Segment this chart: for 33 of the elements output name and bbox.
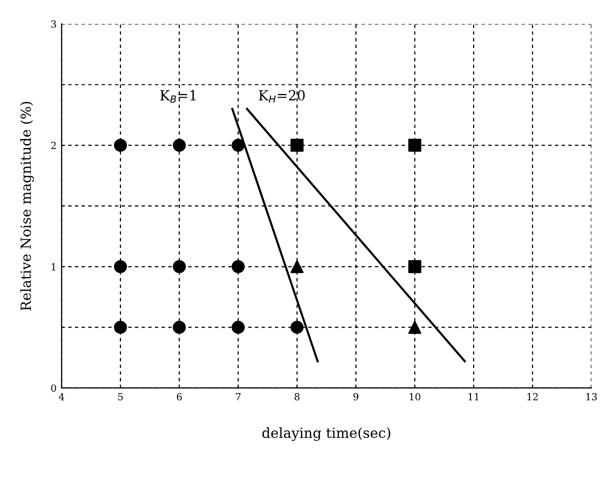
- x-axis-title: delaying time(sec): [262, 427, 390, 441]
- x-tick-label: 6: [176, 393, 182, 400]
- x-tick-label: 8: [294, 393, 300, 400]
- point: [408, 320, 422, 334]
- point: [232, 260, 245, 274]
- x-tick-label: 12: [528, 393, 538, 400]
- y-axis-title: Relative Noise magnitude (%): [20, 102, 34, 310]
- point: [290, 138, 304, 152]
- annotation: K$_{B}$=1: [160, 90, 196, 103]
- y-tick-label: 2: [51, 142, 56, 149]
- point: [114, 320, 127, 334]
- x-tick-label: 13: [586, 393, 597, 400]
- x-tick-label: 11: [468, 393, 478, 400]
- x-tick-label: 9: [353, 393, 358, 400]
- x-tick-label: 4: [58, 393, 64, 400]
- annotation: K$_{H}$=20: [258, 90, 305, 103]
- point: [172, 260, 186, 274]
- point: [232, 320, 245, 334]
- y-tick-label: 1: [52, 263, 56, 270]
- point: [172, 138, 186, 152]
- point: [172, 320, 186, 334]
- point: [290, 260, 304, 274]
- point: [232, 138, 245, 152]
- y-tick-label: 3: [51, 20, 56, 28]
- point: [114, 260, 127, 274]
- y-tick-label: 0: [51, 384, 56, 392]
- point: [408, 138, 422, 152]
- x-tick-label: 5: [118, 393, 123, 400]
- x-tick-label: 7: [236, 393, 241, 400]
- point: [408, 260, 422, 274]
- point: [114, 138, 127, 152]
- point: [290, 320, 304, 334]
- x-tick-label: 10: [410, 393, 420, 400]
